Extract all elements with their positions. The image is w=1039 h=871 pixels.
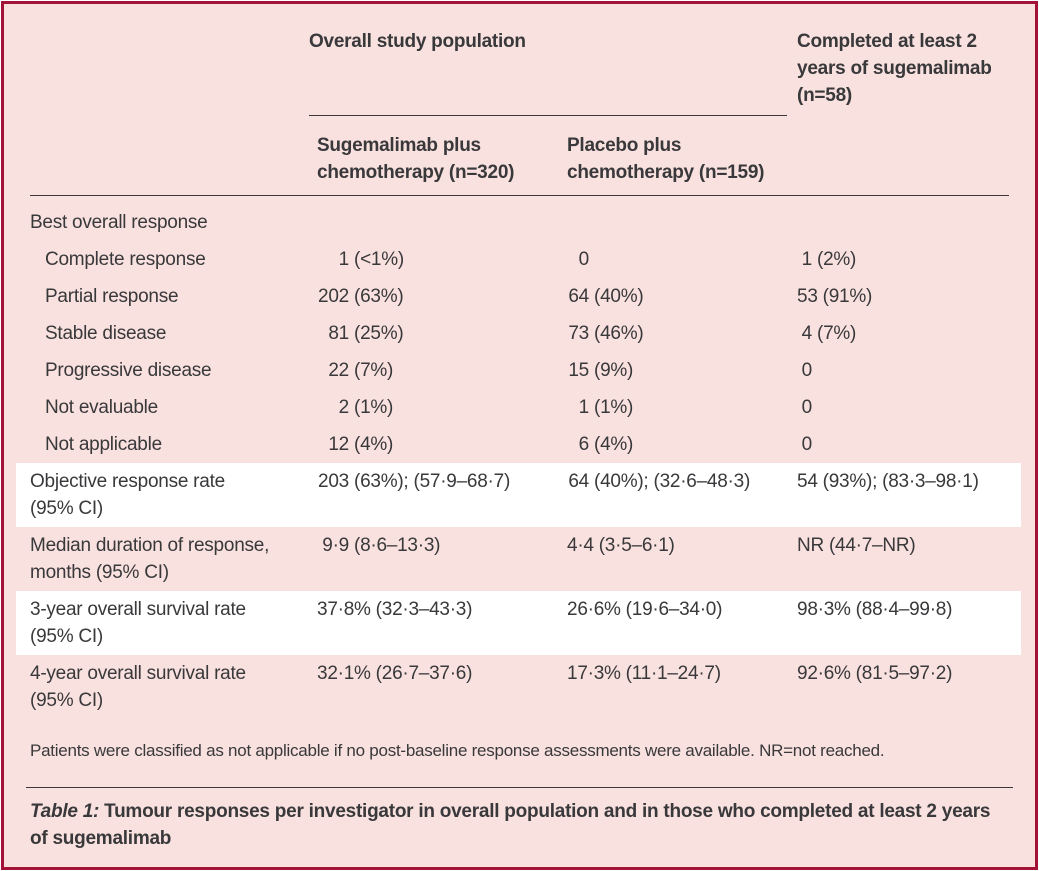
column-header-sugemalimab: Sugemalimab plus chemotherapy (n=320) (317, 132, 567, 186)
row-label: Complete response (45, 249, 206, 270)
table-cell: 2 (1%) (338, 397, 394, 418)
row-not-applicable: Not applicable 12 (4%) 6 (4%) 0 (4, 426, 1035, 463)
table-cell: 202 (63%) (318, 286, 404, 307)
row-best-overall-response: Best overall response (4, 204, 1035, 241)
row-label: Not applicable (45, 434, 162, 455)
row-complete-response: Complete response 1 (<1%) 0 1 (2%) (4, 241, 1035, 278)
table-cell: 64 (40%); (32·6–48·3) (568, 471, 751, 492)
table-cell: 0 (801, 434, 813, 455)
table-caption-number: Table 1: (30, 801, 100, 822)
table-cell: 1 (2%) (801, 249, 857, 270)
column-header-line: Completed at least 2 (797, 31, 977, 52)
table-cell: 53 (91%) (797, 286, 873, 307)
table-cell: 4 (7%) (801, 323, 857, 344)
table-cell: 22 (7%) (328, 360, 394, 381)
row-objective-response-rate: Objective response rate (95% CI) 203 (63%… (4, 463, 1035, 527)
table-cell: NR (44·7–NR) (797, 535, 916, 556)
column-header-line: chemotherapy (n=159) (567, 162, 765, 183)
table-cell: 17·3% (11·1–24·7) (567, 663, 721, 684)
table-cell: 54 (93%); (83·3–98·1) (797, 471, 979, 492)
caption-divider (26, 787, 1013, 788)
table-cell: 1 (<1%) (338, 249, 405, 270)
row-stable-disease: Stable disease 81 (25%) 73 (46%) 4 (7%) (4, 315, 1035, 352)
column-header-line: chemotherapy (n=320) (317, 162, 515, 183)
row-label: Progressive disease (45, 360, 212, 381)
row-median-duration-of-response: Median duration of response, months (95%… (4, 527, 1035, 591)
column-header-completed-2-years: Completed at least 2 years of sugemalima… (797, 28, 1009, 109)
group-header-label: Overall study population (309, 31, 526, 52)
header-spacer (30, 132, 317, 186)
row-label: Stable disease (45, 323, 167, 344)
row-progressive-disease: Progressive disease 22 (7%) 15 (9%) 0 (4, 352, 1035, 389)
table-cell (797, 209, 1009, 236)
table-cell: 92·6% (81·5–97·2) (797, 663, 953, 684)
table-caption-text: Tumour responses per investigator in ove… (30, 801, 991, 849)
table-cell: 4·4 (3·5–6·1) (567, 535, 675, 556)
row-label: Objective response rate (95% CI) (30, 471, 225, 519)
column-header-line: Sugemalimab plus (317, 135, 481, 156)
table-cell: 73 (46%) (568, 323, 644, 344)
header-subcolumns-row: Sugemalimab plus chemotherapy (n=320) Pl… (30, 132, 1009, 195)
column-group-overall-study-population: Overall study population (309, 28, 787, 116)
table-cell: 32·1% (26·7–37·6) (317, 663, 473, 684)
row-label: Median duration of response, months (95%… (30, 535, 270, 583)
row-3-year-overall-survival: 3-year overall survival rate (95% CI) 37… (4, 591, 1035, 655)
table-cell: 15 (9%) (568, 360, 634, 381)
table-cell: 0 (801, 397, 813, 418)
row-not-evaluable: Not evaluable 2 (1%) 1 (1%) 0 (4, 389, 1035, 426)
row-partial-response: Partial response 202 (63%) 64 (40%) 53 (91%… (4, 278, 1035, 315)
table-cell: 203 (63%); (57·9–68·7) (318, 471, 511, 492)
table-cell: 12 (4%) (328, 434, 394, 455)
table-cell: 1 (1%) (578, 397, 634, 418)
table-cell: 81 (25%) (328, 323, 404, 344)
header-group-row: Overall study population Completed at le… (30, 28, 1009, 116)
table-cell (317, 209, 567, 236)
table-cell: 37·8% (32·3–43·3) (317, 599, 473, 620)
column-header-line: Placebo plus (567, 135, 682, 156)
table-body: Best overall response Complete response … (4, 196, 1035, 729)
table-footnote: Patients were classified as not applicab… (30, 741, 885, 760)
row-label: Not evaluable (45, 397, 158, 418)
row-4-year-overall-survival: 4-year overall survival rate (95% CI) 32… (4, 655, 1035, 719)
table-cell: 98·3% (88·4–99·8) (797, 599, 953, 620)
row-label: 4-year overall survival rate (95% CI) (30, 663, 246, 711)
table-cell: 0 (801, 360, 813, 381)
table-cell: 9·9 (8·6–13·3) (322, 535, 441, 556)
column-header-line: (n=58) (797, 85, 852, 106)
table-cell (567, 209, 797, 236)
table-cell: 26·6% (19·6–34·0) (567, 599, 723, 620)
table-caption: Table 1: Tumour responses per investigat… (30, 798, 1009, 852)
table-header: Overall study population Completed at le… (30, 28, 1009, 196)
column-header-line: years of sugemalimab (797, 58, 992, 79)
column-header-placebo: Placebo plus chemotherapy (n=159) (567, 132, 1009, 186)
table-cell: 0 (578, 249, 590, 270)
table-cell: 64 (40%) (568, 286, 644, 307)
table-cell: 6 (4%) (578, 434, 634, 455)
row-label: Partial response (45, 286, 179, 307)
row-label: Best overall response (30, 212, 208, 233)
row-label: 3-year overall survival rate (95% CI) (30, 599, 246, 647)
